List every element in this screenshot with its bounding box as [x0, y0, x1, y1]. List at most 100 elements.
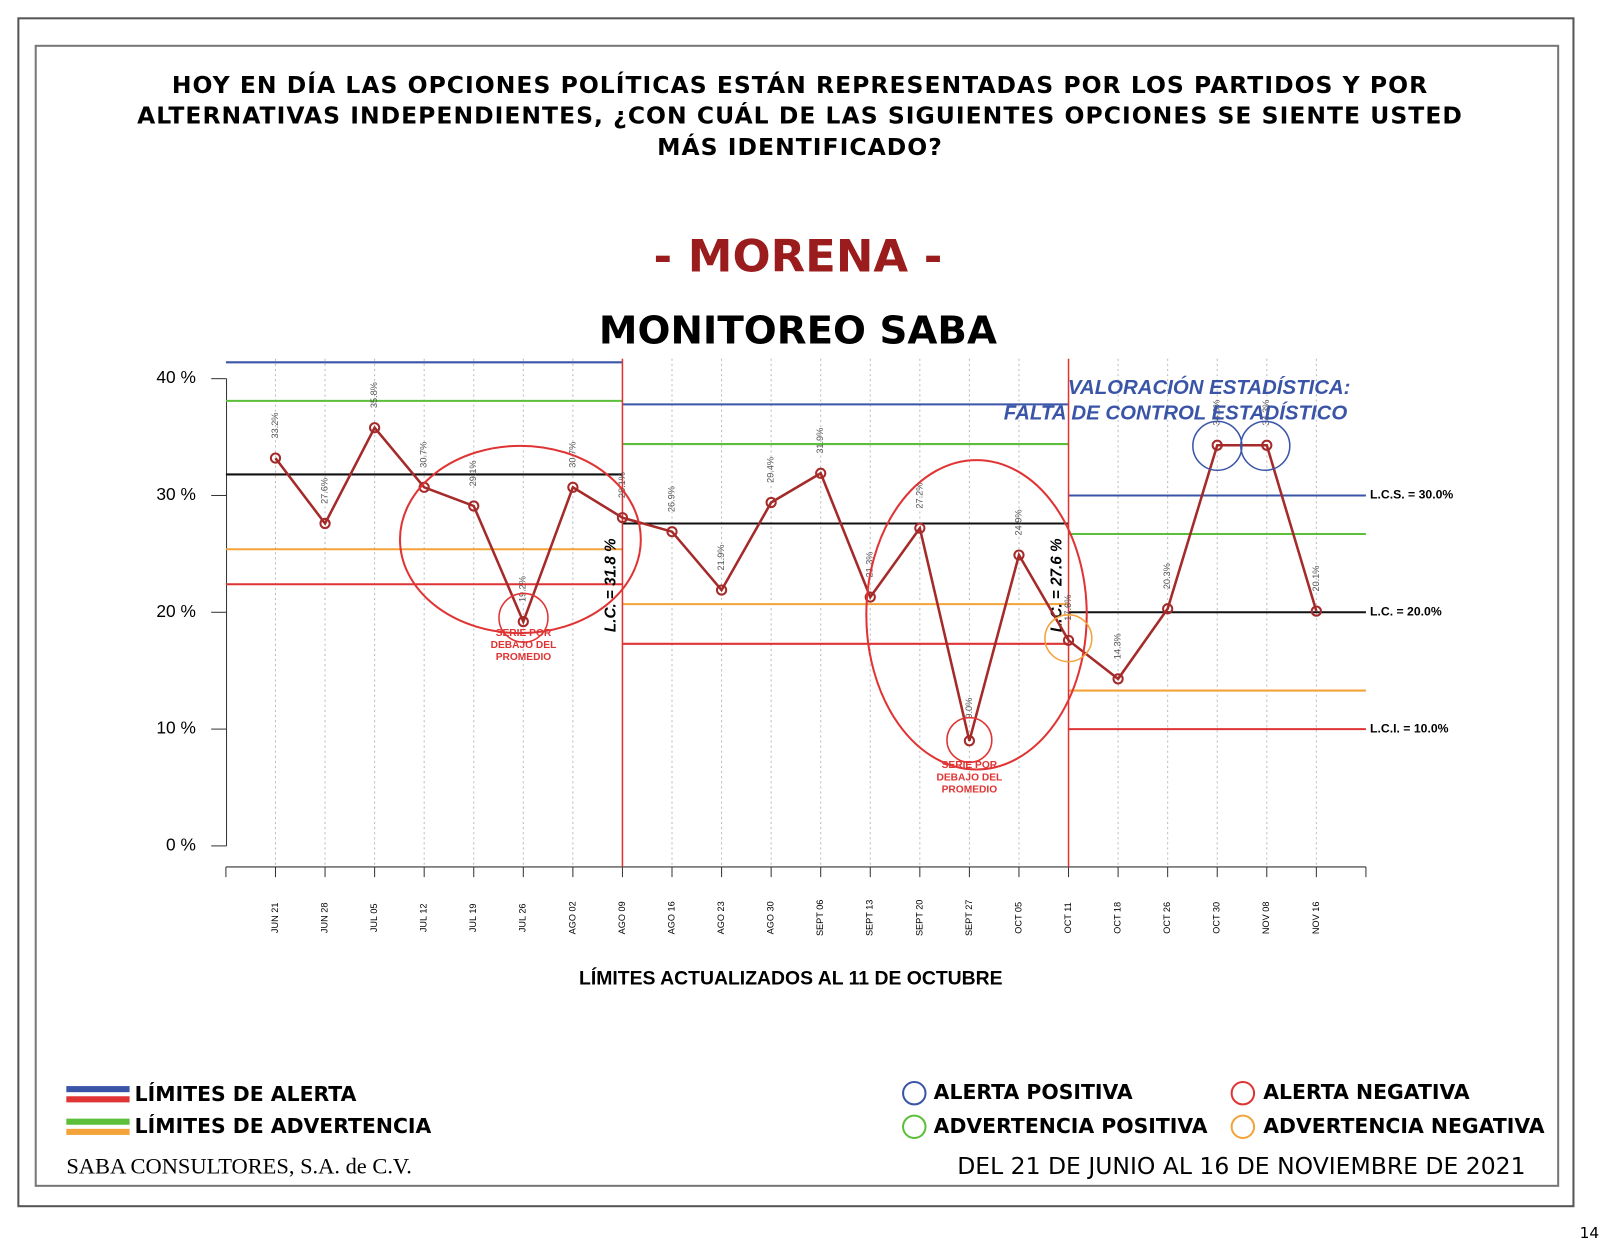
value-label: 14.3% [1113, 633, 1123, 659]
value-label: 21.9% [716, 545, 726, 571]
annotation: DEBAJO DEL [491, 640, 557, 651]
x-tick-label: JUN 21 [270, 903, 280, 934]
point [914, 522, 926, 534]
legend-label: ALERTA NEGATIVA [1263, 1080, 1470, 1104]
x-tick-label: JUL 19 [468, 904, 478, 933]
x-tick-label: AGO 23 [716, 901, 726, 934]
series-line [274, 425, 1318, 742]
point [1013, 549, 1025, 561]
plot: 0 % 10 % 20 % 30 % 40 % JUN 21 JUN 28 JUL 05 JUL… [156, 358, 1453, 936]
value-label: 29.1% [468, 460, 478, 486]
valuation: VALORACIÓN ESTADÍSTICA: [1068, 376, 1351, 399]
company: SABA CONSULTORES, S.A. de C.V. [66, 1154, 412, 1179]
valuation: FALTA DE CONTROL ESTADÍSTICO [1004, 402, 1348, 425]
value-label: 26.9% [666, 486, 676, 512]
annotation: DEBAJO DEL [937, 772, 1003, 783]
party: - MORENA - [654, 230, 943, 283]
limit-label: L.C. = 31.8 % [602, 538, 619, 632]
inner-frame [34, 44, 1560, 1187]
point [369, 422, 381, 434]
value-label: 21.3% [865, 552, 875, 578]
y-tick-label: 30 % [156, 484, 196, 504]
legend-circle [1230, 1114, 1256, 1140]
annotation: PROMEDIO [942, 785, 998, 796]
legend-circle [1230, 1080, 1256, 1106]
legend-swatch [66, 1118, 130, 1125]
value-label: 30.7% [419, 442, 429, 468]
x-tick-label: AGO 30 [766, 901, 776, 934]
value-label: 9.0% [964, 698, 974, 719]
value-label: 24.9% [1013, 510, 1023, 536]
legend-label: ADVERTENCIA POSITIVA [934, 1114, 1208, 1138]
highlight [398, 444, 642, 635]
annotation: SERIE POR [942, 760, 998, 771]
point [1062, 634, 1075, 646]
annotation: PROMEDIO [496, 652, 552, 663]
value-label: 34.3% [1261, 400, 1271, 426]
y-tick-label: 0 % [166, 835, 196, 855]
limit-label: L.C. = 20.0% [1370, 605, 1442, 619]
value-label: 17.6% [1063, 595, 1073, 621]
x-tick-label: JUL 26 [518, 904, 528, 933]
point [1162, 603, 1174, 615]
limit-label: L.C.S. = 30.0% [1370, 488, 1453, 502]
y-tick-label: 20 % [156, 601, 196, 621]
highlight [1192, 420, 1243, 472]
highlight [1044, 614, 1093, 663]
x-tick-label: JUN 28 [319, 903, 329, 934]
point [319, 517, 331, 530]
x-tick-label: SEPT 27 [964, 900, 974, 936]
point [963, 735, 976, 747]
x-tick-label: SEPT 20 [914, 900, 924, 936]
x-tick-label: OCT 18 [1113, 902, 1123, 934]
value-label: 35.8% [369, 382, 379, 408]
x-tick-label: JUL 05 [369, 904, 379, 933]
value-label: 29.4% [766, 457, 776, 483]
value-label: 19.2% [518, 576, 528, 602]
x-tick-label: NOV 16 [1311, 902, 1321, 935]
point [815, 467, 827, 479]
value-label: 31.9% [815, 428, 825, 454]
x-tick-label: NOV 08 [1261, 902, 1271, 935]
point [1112, 673, 1124, 685]
point [1261, 439, 1273, 451]
note: LÍMITES ACTUALIZADOS AL 11 DE OCTUBRE [579, 966, 1003, 989]
point [715, 584, 728, 596]
value-label: 20.3% [1162, 563, 1172, 589]
annotation: SERIE POR [496, 628, 552, 639]
legend-circle [902, 1114, 927, 1140]
value-label: 28.1% [617, 472, 627, 498]
point [1310, 605, 1322, 617]
question: HOY EN DÍA LAS OPCIONES POLÍTICAS ESTÁN … [172, 71, 1428, 99]
legend-swatch [66, 1086, 130, 1093]
x-tick-label: SEPT 06 [815, 900, 825, 936]
y-tick-label: 40 % [156, 367, 196, 387]
x-tick-label: AGO 16 [666, 901, 676, 934]
point [666, 526, 678, 538]
x-tick-label: SEPT 13 [865, 900, 875, 936]
x-tick-label: JUL 12 [419, 904, 429, 933]
legend-label: ADVERTENCIA NEGATIVA [1263, 1114, 1545, 1138]
chart-title: MONITOREO SABA [599, 308, 997, 353]
x-tick-label: OCT 26 [1162, 902, 1172, 934]
x-tick-label: OCT 30 [1212, 902, 1222, 934]
page-number: 14 [1580, 1224, 1599, 1242]
value-label: 34.3% [1212, 400, 1222, 426]
point [468, 500, 480, 512]
question: ALTERNATIVAS INDEPENDIENTES, ¿CON CUÁL D… [137, 102, 1463, 130]
x-tick-label: OCT 11 [1063, 902, 1073, 933]
value-label: 20.1% [1311, 566, 1321, 592]
value-label: 33.2% [270, 413, 280, 439]
highlight [865, 459, 1088, 771]
value-label: 27.2% [914, 483, 924, 509]
legend-label: ALERTA POSITIVA [934, 1080, 1133, 1104]
legend-circle [902, 1080, 927, 1106]
highlight [946, 716, 993, 764]
highlight [1240, 420, 1291, 472]
point [864, 591, 876, 603]
outer-frame [17, 17, 1575, 1208]
period: DEL 21 DE JUNIO AL 16 DE NOVIEMBRE DE 20… [957, 1152, 1525, 1180]
point [269, 452, 282, 464]
point [1211, 439, 1223, 451]
